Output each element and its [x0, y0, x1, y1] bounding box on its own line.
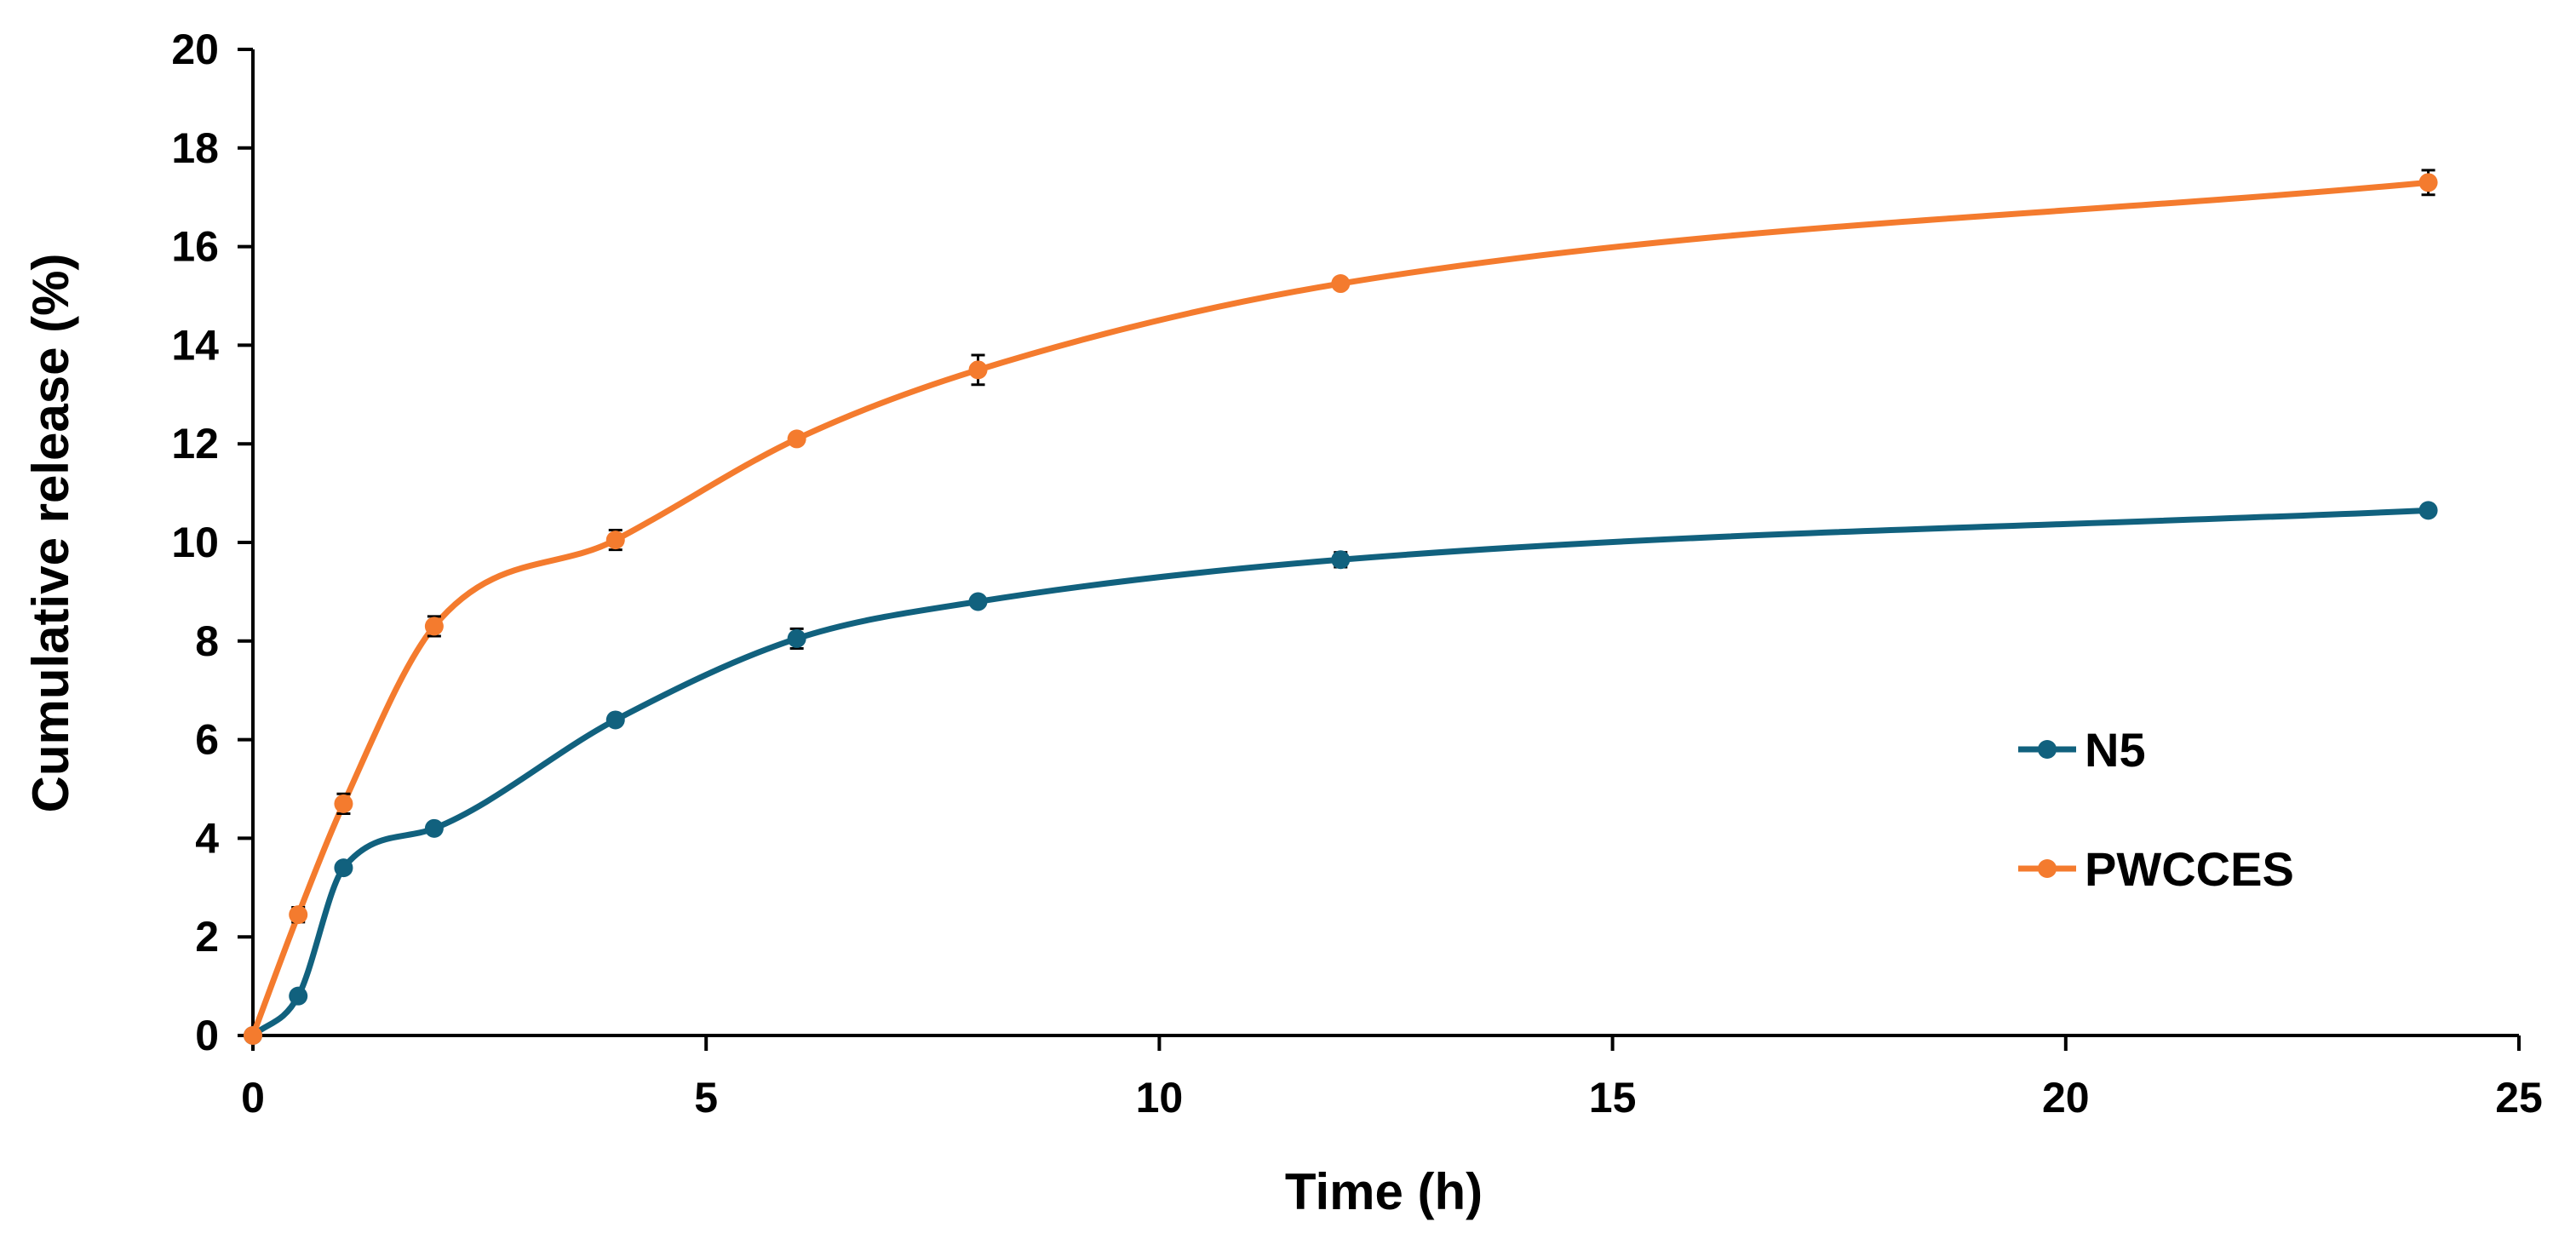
x-tick-label: 15	[1589, 1074, 1637, 1121]
x-tick-label: 5	[694, 1074, 718, 1121]
data-point	[605, 531, 625, 550]
x-tick-label: 0	[241, 1074, 265, 1121]
data-point	[334, 794, 353, 813]
legend: N5 PWCCES	[2018, 723, 2294, 896]
x-axis-title: Time (h)	[1285, 1163, 1483, 1220]
series-line	[250, 179, 2432, 1039]
y-tick-label: 12	[171, 420, 219, 467]
data-point	[787, 628, 806, 648]
y-tick-label: 8	[195, 617, 219, 665]
y-tick-label: 14	[171, 321, 219, 369]
data-point	[244, 1026, 262, 1045]
data-point	[2418, 173, 2438, 192]
data-point	[968, 360, 988, 380]
legend-item-n5: N5	[2018, 723, 2146, 777]
data-point	[289, 986, 308, 1006]
series-pwcces	[244, 169, 2438, 1045]
y-tick-label: 6	[195, 716, 219, 764]
y-tick-label: 18	[171, 124, 219, 172]
y-tick-label: 2	[195, 913, 219, 961]
y-tick-label: 0	[195, 1012, 219, 1059]
data-point	[968, 592, 988, 611]
data-point	[1331, 550, 1351, 570]
data-point	[605, 710, 625, 730]
data-point	[1331, 274, 1351, 294]
data-point	[289, 905, 308, 925]
series-layer	[244, 169, 2438, 1045]
axes: 0 2 4 6 8 10 12 14 16 18 20 0 5 10 15 20 25	[171, 26, 2542, 1121]
y-tick-label: 20	[171, 26, 219, 73]
data-point	[424, 617, 444, 636]
legend-item-pwcces: PWCCES	[2018, 842, 2294, 896]
legend-label: PWCCES	[2085, 842, 2294, 896]
y-tick-label: 4	[195, 814, 219, 862]
legend-marker	[2038, 740, 2057, 759]
data-point	[334, 858, 353, 878]
y-tick-label: 10	[171, 519, 219, 566]
data-point	[2418, 501, 2438, 520]
x-tick-label: 20	[2042, 1074, 2090, 1121]
x-tick-label: 10	[1136, 1074, 1184, 1121]
legend-marker	[2038, 859, 2057, 878]
y-axis-title: Cumulative release (%)	[22, 254, 79, 813]
series-n5	[244, 501, 2438, 1045]
x-tick-label: 25	[2495, 1074, 2543, 1121]
data-point	[787, 429, 806, 449]
legend-label: N5	[2085, 723, 2146, 777]
data-point	[424, 818, 444, 838]
y-tick-label: 16	[171, 223, 219, 271]
